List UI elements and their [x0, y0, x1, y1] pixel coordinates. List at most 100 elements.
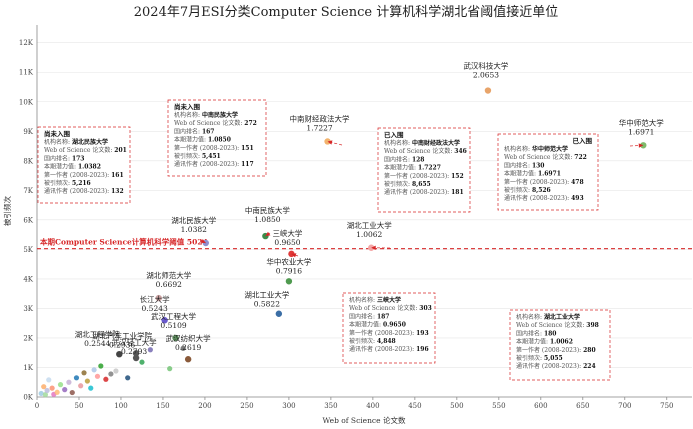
data-point — [184, 356, 192, 363]
threshold-label: 本期Computer Science计算机科学阈值 5024 — [39, 237, 208, 247]
annotation-arrowhead — [638, 143, 644, 148]
annotation-status: 尚未入围 — [44, 129, 71, 138]
annotation-row: 被引频次: 5,216 — [44, 179, 91, 187]
annotation-row: Web of Science 论文数: 272 — [174, 119, 257, 127]
data-point — [125, 375, 131, 381]
annotation-row: 本期潜力值: 1.6971 — [504, 170, 561, 178]
y-tick-label: 4K — [23, 275, 33, 283]
point-ratio-label: 1.6971 — [628, 127, 654, 136]
point-name-label: 湖北民族大学 — [171, 215, 216, 225]
x-axis-label: Web of Science 论文数 — [323, 415, 406, 425]
point-name-label: 长江大学 — [140, 294, 170, 304]
data-point — [98, 363, 104, 369]
annotation-row: 机构名称: 湖北民族大学 — [44, 138, 108, 146]
point-ratio-label: 0.2619 — [175, 343, 201, 352]
y-tick-label: 11K — [19, 69, 34, 77]
annotation-row: 国内排名: 187 — [349, 312, 389, 320]
point-ratio-label: 0.5109 — [160, 321, 186, 330]
annotation-status: 尚未入围 — [174, 102, 201, 111]
annotation-arrowhead — [327, 140, 333, 145]
x-tick-label: 300 — [282, 402, 295, 410]
annotation-row: 机构名称: 华中师范大学 — [504, 145, 568, 153]
y-tick-label: 3K — [23, 305, 33, 313]
annotation-row: 被引频次: 8,655 — [384, 180, 431, 188]
annotation-row: 被引频次: 5,451 — [174, 152, 221, 160]
data-point — [139, 359, 145, 365]
x-tick-label: 450 — [408, 402, 421, 410]
annotation-row: 机构名称: 中南民族大学 — [174, 111, 238, 119]
annotation-row: 机构名称: 三峡大学 — [349, 296, 401, 304]
y-tick-label: 10K — [19, 98, 34, 106]
point-name-label: 湖北师范大学 — [146, 270, 191, 280]
y-tick-label: 9K — [23, 128, 33, 136]
annotation-arrowhead — [291, 253, 297, 258]
data-point — [73, 375, 80, 381]
y-tick-label: 8K — [23, 157, 33, 165]
point-name-label: 湖北工程学院 — [75, 329, 120, 339]
y-tick-label: 6K — [23, 216, 33, 224]
annotation-row: Web of Science 论文数: 303 — [349, 304, 432, 312]
data-point — [161, 317, 168, 324]
annotation-row: 通讯作者 (2008-2023): 493 — [504, 194, 584, 202]
annotation-row: 本期潜力值: 1.0850 — [174, 136, 231, 144]
annotation-row: 通讯作者 (2008-2023): 224 — [516, 362, 596, 370]
annotation-row: 通讯作者 (2008-2023): 196 — [349, 345, 429, 353]
x-tick-label: 550 — [492, 402, 505, 410]
annotation-frame — [37, 126, 131, 204]
data-point — [78, 383, 84, 389]
x-tick-label: 350 — [324, 402, 337, 410]
annotation-row: 第一作者 (2008-2023): 280 — [516, 346, 596, 354]
annotation-row: 机构名称: 湖北工业大学 — [516, 313, 580, 321]
annotation-row: 被引频次: 8,526 — [504, 186, 551, 194]
annotation-row: 国内排名: 173 — [44, 154, 84, 162]
annotation-row: 第一作者 (2008-2023): 193 — [349, 329, 429, 337]
x-tick-label: 500 — [450, 402, 463, 410]
data-point — [91, 367, 97, 373]
threshold: 本期Computer Science计算机科学阈值 5024 — [37, 237, 692, 250]
data-point — [132, 350, 140, 357]
x-tick-label: 100 — [114, 402, 127, 410]
point-name-label: 武汉科技大学 — [463, 61, 508, 71]
annotation-frame — [497, 133, 599, 211]
y-tick-label: 0K — [23, 394, 33, 402]
annotation-row: 通讯作者 (2008-2023): 117 — [174, 160, 254, 168]
data-point — [57, 382, 64, 388]
data-point — [167, 366, 173, 372]
point-ratio-label: 0.5243 — [142, 304, 168, 313]
data-point — [88, 385, 94, 391]
annotation-row: 本期潜力值: 1.0382 — [44, 163, 101, 171]
data-point — [285, 278, 293, 285]
point-name-label: 武汉轻工大学 — [112, 337, 157, 347]
x-tick-label: 700 — [618, 402, 631, 410]
data-point — [69, 389, 75, 396]
point-name-label: 湖北汽车工业学院 — [92, 330, 152, 340]
point-name-label: 三峡大学 — [272, 228, 302, 238]
point-ratio-label: 1.0062 — [356, 230, 382, 239]
point-name-label: 武汉纺织大学 — [166, 333, 211, 343]
axes: 0K 1K 2K 3K 4K 5K 6K 7K 8K 9K 10K 11K 12K 0 50 100 150 20… — [19, 25, 692, 410]
point-ratio-label: 0.2936 — [109, 340, 135, 349]
point-ratio-label: 1.0850 — [254, 215, 280, 224]
y-tick-label: 5K — [23, 246, 33, 254]
data-point — [38, 390, 44, 397]
data-point — [46, 377, 52, 383]
data-point — [108, 371, 114, 377]
annotation-frame — [509, 309, 611, 381]
data-point — [116, 350, 123, 358]
annotation-status: 已入围 — [384, 130, 404, 139]
point-ratio-label: 0.5822 — [254, 300, 280, 309]
annotation-row: 国内排名: 180 — [516, 329, 556, 337]
annotation-row: 本期潜力值: 1.0062 — [516, 338, 573, 346]
data-point — [81, 370, 87, 376]
annotation-row: 国内排名: 167 — [174, 127, 214, 135]
data-point — [54, 389, 60, 395]
x-tick-label: 750 — [660, 402, 673, 410]
point-ratio-label: 1.7227 — [306, 123, 332, 132]
annotation-row: 本期潜力值: 0.9650 — [349, 321, 406, 329]
